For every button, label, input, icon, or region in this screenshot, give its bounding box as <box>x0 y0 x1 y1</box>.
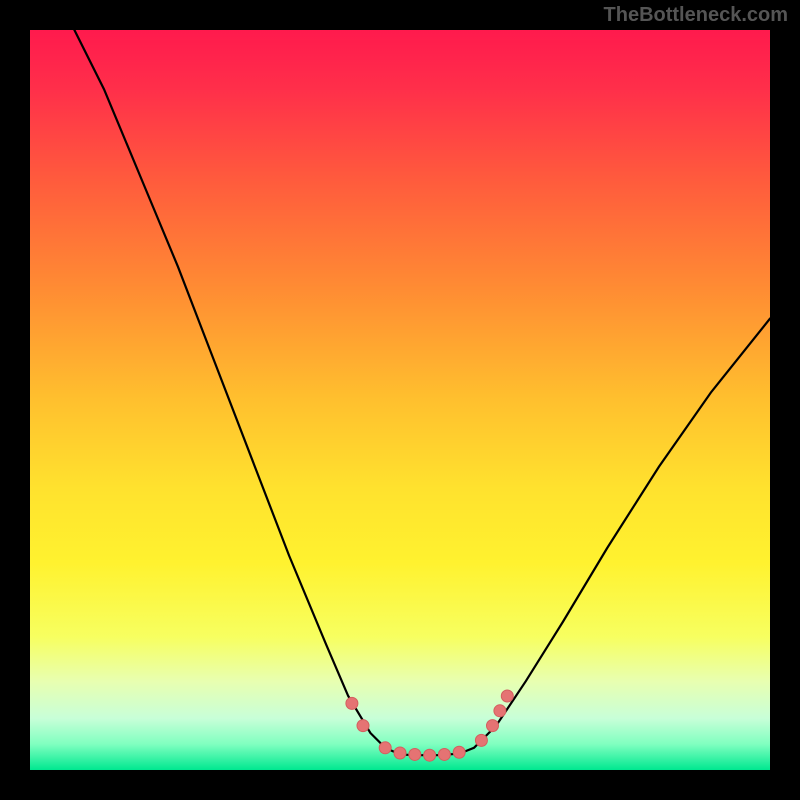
watermark-text: TheBottleneck.com <box>604 4 788 27</box>
curve-marker <box>475 734 487 746</box>
curve-marker <box>494 705 506 717</box>
curve-layer <box>30 30 770 770</box>
bottleneck-curve <box>74 30 770 755</box>
curve-marker <box>346 697 358 709</box>
curve-marker <box>487 720 499 732</box>
curve-marker <box>438 748 450 760</box>
curve-marker <box>453 746 465 758</box>
curve-marker <box>409 748 421 760</box>
curve-marker <box>394 747 406 759</box>
curve-marker <box>379 742 391 754</box>
curve-marker <box>424 749 436 761</box>
plot-area <box>30 30 770 770</box>
chart-frame: TheBottleneck.com <box>0 0 800 800</box>
curve-marker <box>501 690 513 702</box>
curve-marker <box>357 720 369 732</box>
